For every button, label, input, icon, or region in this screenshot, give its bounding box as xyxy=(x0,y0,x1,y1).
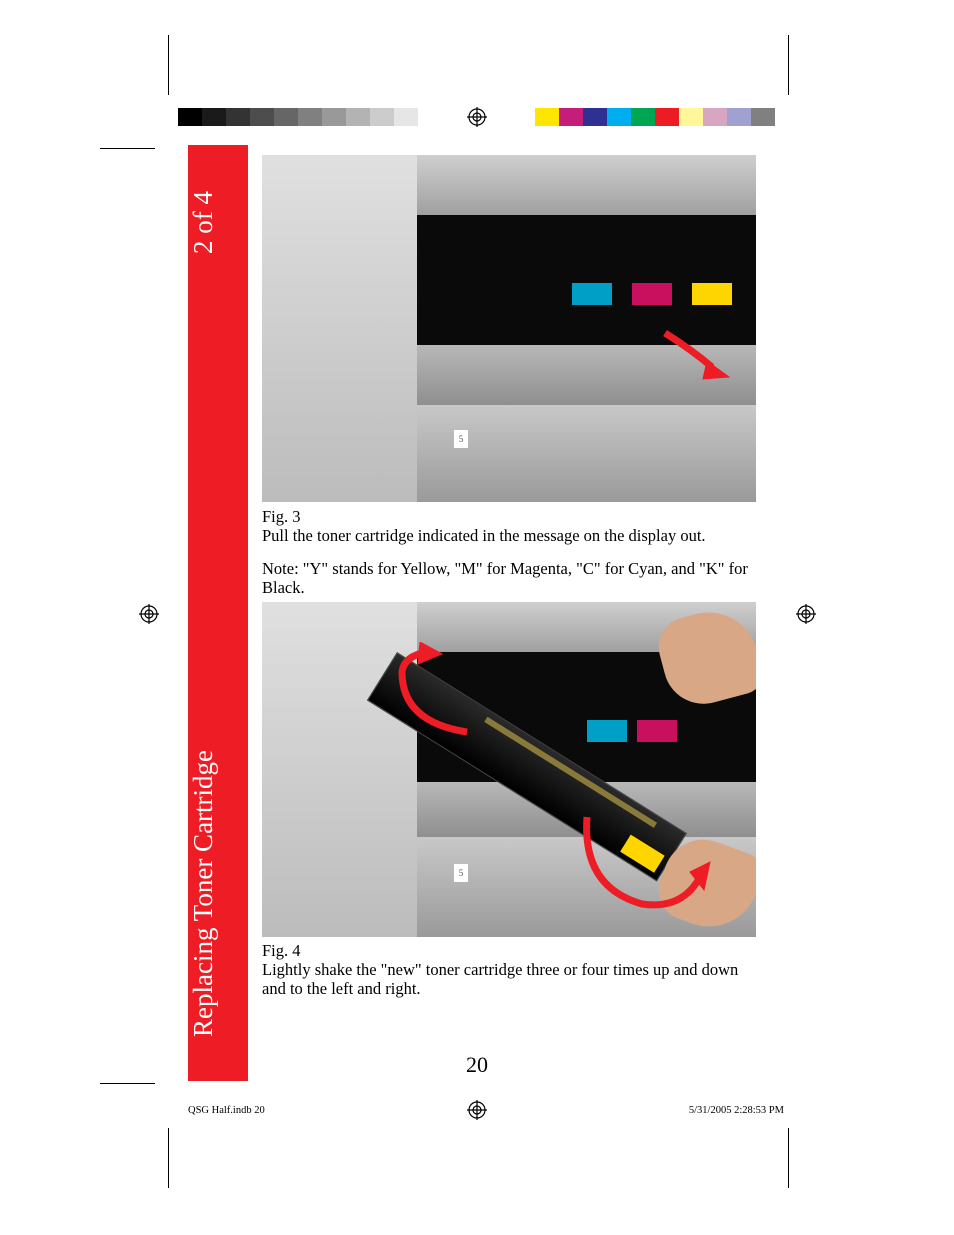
crop-top-left xyxy=(168,35,169,95)
section-sidebar: 2 of 4 Replacing Toner Cartridge xyxy=(188,145,248,1081)
toner-slot xyxy=(587,720,627,742)
footer-timestamp: 5/31/2005 2:28:53 PM xyxy=(689,1105,784,1116)
figure-3-photo: 5 xyxy=(262,155,756,502)
figure-3-label: Fig. 3 xyxy=(262,508,756,527)
toner-slot xyxy=(572,283,612,305)
figure-3-note: Note: "Y" stands for Yellow, "M" for Mag… xyxy=(262,560,756,598)
calibration-grayscale-bar xyxy=(178,108,418,126)
registration-mark-bottom xyxy=(467,1100,487,1120)
footer-file-info: QSG Half.indb 20 xyxy=(188,1105,265,1116)
toner-slot xyxy=(632,283,672,305)
figure-4-photo: 5 xyxy=(262,602,756,937)
registration-mark-right xyxy=(796,604,816,624)
section-title: Replacing Toner Cartridge xyxy=(188,723,248,1063)
registration-mark-left xyxy=(139,604,159,624)
crop-top-right xyxy=(788,35,789,95)
toner-slot xyxy=(637,720,677,742)
calibration-color-bar xyxy=(535,108,775,126)
crop-bottom-left xyxy=(168,1128,169,1188)
page-number: 20 xyxy=(0,1052,954,1078)
crop-bottom-right xyxy=(788,1128,789,1188)
toner-slot xyxy=(692,283,732,305)
registration-mark-top xyxy=(467,107,487,127)
figure-4-label: Fig. 4 xyxy=(262,942,756,961)
page-indicator: 2 of 4 xyxy=(188,163,248,283)
crop-left-upper xyxy=(100,148,155,149)
crop-left-lower xyxy=(100,1083,155,1084)
figure-3-caption: Pull the toner cartridge indicated in th… xyxy=(262,527,756,546)
figure-4-caption: Lightly shake the "new" toner cartridge … xyxy=(262,961,756,999)
